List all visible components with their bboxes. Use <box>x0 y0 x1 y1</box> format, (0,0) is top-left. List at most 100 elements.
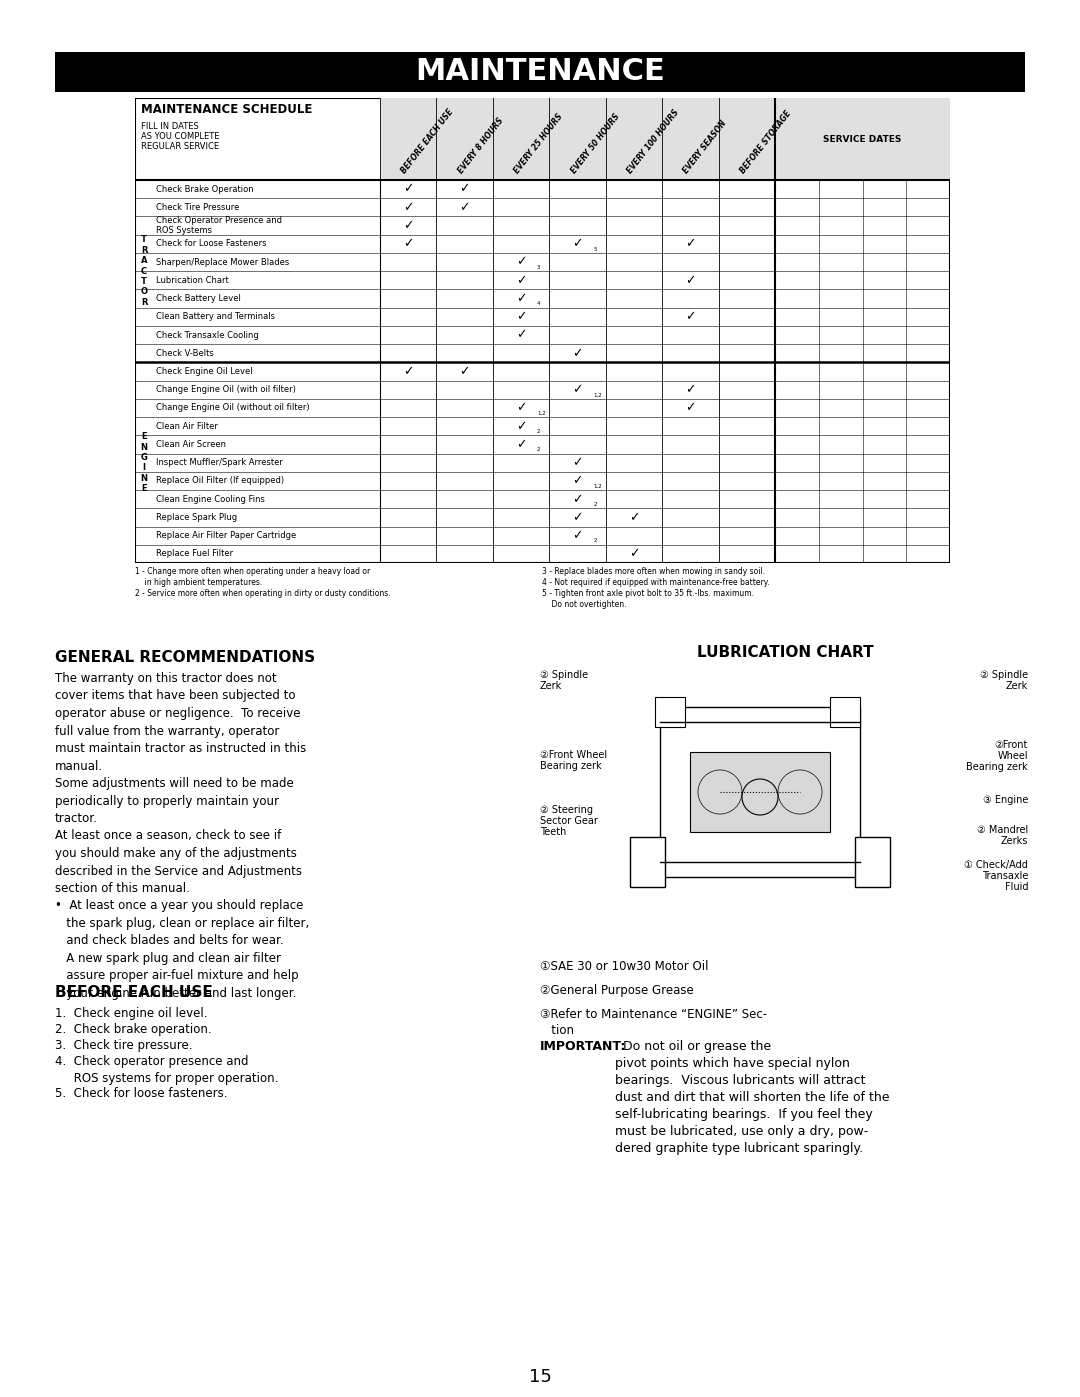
Text: ✓: ✓ <box>572 457 583 469</box>
Text: ②Front: ②Front <box>995 740 1028 750</box>
Text: Clean Engine Cooling Fins: Clean Engine Cooling Fins <box>156 495 265 504</box>
Text: 4: 4 <box>537 302 540 306</box>
Text: ✓: ✓ <box>459 201 470 214</box>
Text: Replace Oil Filter (If equipped): Replace Oil Filter (If equipped) <box>156 476 284 485</box>
Text: ✓: ✓ <box>572 511 583 524</box>
Bar <box>380 98 950 180</box>
Text: Clean Air Screen: Clean Air Screen <box>156 440 226 448</box>
Text: EVERY 25 HOURS: EVERY 25 HOURS <box>513 112 565 175</box>
Text: MAINTENANCE SCHEDULE: MAINTENANCE SCHEDULE <box>141 103 312 116</box>
Text: ✓: ✓ <box>516 401 526 415</box>
Text: ✓: ✓ <box>516 328 526 341</box>
Text: ② Spindle: ② Spindle <box>980 671 1028 680</box>
Text: ✓: ✓ <box>572 529 583 542</box>
Text: Zerks: Zerks <box>1001 835 1028 847</box>
Text: ✓: ✓ <box>629 548 639 560</box>
Text: 5: 5 <box>593 246 597 251</box>
Text: ✓: ✓ <box>516 274 526 286</box>
Text: Inspect Muffler/Spark Arrester: Inspect Muffler/Spark Arrester <box>156 458 283 467</box>
Text: Replace Air Filter Paper Cartridge: Replace Air Filter Paper Cartridge <box>156 531 296 541</box>
Text: ②Front Wheel: ②Front Wheel <box>540 750 607 760</box>
Text: ✓: ✓ <box>459 183 470 196</box>
Text: ✓: ✓ <box>516 256 526 268</box>
Text: ✓: ✓ <box>572 346 583 360</box>
Text: EVERY 100 HOURS: EVERY 100 HOURS <box>625 108 680 175</box>
Text: MAINTENANCE: MAINTENANCE <box>415 57 665 87</box>
Text: EVERY 8 HOURS: EVERY 8 HOURS <box>456 116 505 175</box>
Text: AS YOU COMPLETE: AS YOU COMPLETE <box>141 131 219 141</box>
Text: GENERAL RECOMMENDATIONS: GENERAL RECOMMENDATIONS <box>55 650 315 665</box>
Bar <box>831 697 860 726</box>
Text: 1.  Check engine oil level.: 1. Check engine oil level. <box>55 1007 207 1020</box>
Text: 2.  Check brake operation.: 2. Check brake operation. <box>55 1023 212 1037</box>
Text: ✓: ✓ <box>572 493 583 506</box>
Text: 3.  Check tire pressure.: 3. Check tire pressure. <box>55 1039 192 1052</box>
Text: Clean Battery and Terminals: Clean Battery and Terminals <box>156 313 275 321</box>
Text: ✓: ✓ <box>572 237 583 250</box>
Text: REGULAR SERVICE: REGULAR SERVICE <box>141 142 219 151</box>
Text: ✓: ✓ <box>685 310 696 323</box>
Text: Zerk: Zerk <box>1005 680 1028 692</box>
Text: 3: 3 <box>537 265 540 270</box>
Text: FILL IN DATES: FILL IN DATES <box>141 122 199 131</box>
Text: ✓: ✓ <box>572 383 583 397</box>
Text: Zerk: Zerk <box>540 680 563 692</box>
Bar <box>630 837 665 887</box>
Text: BEFORE EACH USE: BEFORE EACH USE <box>400 108 456 175</box>
Text: 1,2: 1,2 <box>593 483 602 489</box>
Text: ✓: ✓ <box>685 383 696 397</box>
Text: ✓: ✓ <box>516 437 526 451</box>
Text: ② Mandrel: ② Mandrel <box>976 826 1028 835</box>
Text: ✓: ✓ <box>685 274 696 286</box>
Text: Lubrication Chart: Lubrication Chart <box>156 275 229 285</box>
Text: Teeth: Teeth <box>540 827 566 837</box>
Text: ① Check/Add: ① Check/Add <box>964 861 1028 870</box>
Text: Check for Loose Fasteners: Check for Loose Fasteners <box>156 239 267 249</box>
Text: EVERY SEASON: EVERY SEASON <box>681 119 729 175</box>
Text: 1,2: 1,2 <box>537 411 545 416</box>
Text: Replace Fuel Filter: Replace Fuel Filter <box>156 549 233 559</box>
Text: EVERY 50 HOURS: EVERY 50 HOURS <box>569 112 621 175</box>
Text: Wheel: Wheel <box>997 752 1028 761</box>
Text: ✓: ✓ <box>403 219 414 232</box>
Text: ✓: ✓ <box>403 183 414 196</box>
Text: SERVICE DATES: SERVICE DATES <box>823 134 902 144</box>
Text: Change Engine Oil (with oil filter): Change Engine Oil (with oil filter) <box>156 386 296 394</box>
Text: 1,2: 1,2 <box>593 393 602 398</box>
Text: ③ Engine: ③ Engine <box>983 795 1028 805</box>
Text: 4.  Check operator presence and
     ROS systems for proper operation.: 4. Check operator presence and ROS syste… <box>55 1055 279 1085</box>
Text: Change Engine Oil (without oil filter): Change Engine Oil (without oil filter) <box>156 404 310 412</box>
Text: Bearing zerk: Bearing zerk <box>540 761 602 771</box>
Text: ✓: ✓ <box>629 511 639 524</box>
Text: LUBRICATION CHART: LUBRICATION CHART <box>697 645 874 659</box>
Text: Transaxle: Transaxle <box>982 870 1028 882</box>
Text: Sharpen/Replace Mower Blades: Sharpen/Replace Mower Blades <box>156 257 289 267</box>
Text: Check Brake Operation: Check Brake Operation <box>156 184 254 194</box>
Text: Check Transaxle Cooling: Check Transaxle Cooling <box>156 331 259 339</box>
Text: ✓: ✓ <box>403 237 414 250</box>
Text: ②General Purpose Grease: ②General Purpose Grease <box>540 983 693 997</box>
Text: BEFORE EACH USE: BEFORE EACH USE <box>55 985 213 1000</box>
Bar <box>855 837 890 887</box>
Text: Check Engine Oil Level: Check Engine Oil Level <box>156 367 253 376</box>
Text: ✓: ✓ <box>572 475 583 488</box>
Text: 1 - Change more often when operating under a heavy load or
    in high ambient t: 1 - Change more often when operating und… <box>135 567 391 598</box>
Text: Do not oil or grease the
pivot points which have special nylon
bearings.  Viscou: Do not oil or grease the pivot points wh… <box>615 1039 890 1155</box>
Text: ✓: ✓ <box>685 237 696 250</box>
Text: Check V-Belts: Check V-Belts <box>156 349 214 358</box>
Text: 15: 15 <box>528 1368 552 1386</box>
Text: ✓: ✓ <box>516 310 526 323</box>
Text: Replace Spark Plug: Replace Spark Plug <box>156 513 238 522</box>
Text: 2: 2 <box>593 538 597 543</box>
Text: BEFORE STORAGE: BEFORE STORAGE <box>739 109 793 175</box>
Text: 2: 2 <box>537 447 540 453</box>
Text: ③Refer to Maintenance “ENGINE” Sec-
   tion: ③Refer to Maintenance “ENGINE” Sec- tion <box>540 1009 767 1037</box>
Text: ② Spindle: ② Spindle <box>540 671 589 680</box>
Text: ①SAE 30 or 10w30 Motor Oil: ①SAE 30 or 10w30 Motor Oil <box>540 960 708 972</box>
Text: 5.  Check for loose fasteners.: 5. Check for loose fasteners. <box>55 1087 228 1099</box>
Text: E
N
G
I
N
E: E N G I N E <box>140 432 148 493</box>
Text: 3 - Replace blades more often when mowing in sandy soil.
4 - Not required if equ: 3 - Replace blades more often when mowin… <box>542 567 770 609</box>
Bar <box>690 752 831 833</box>
Text: ✓: ✓ <box>516 292 526 305</box>
Text: 2: 2 <box>593 502 597 507</box>
